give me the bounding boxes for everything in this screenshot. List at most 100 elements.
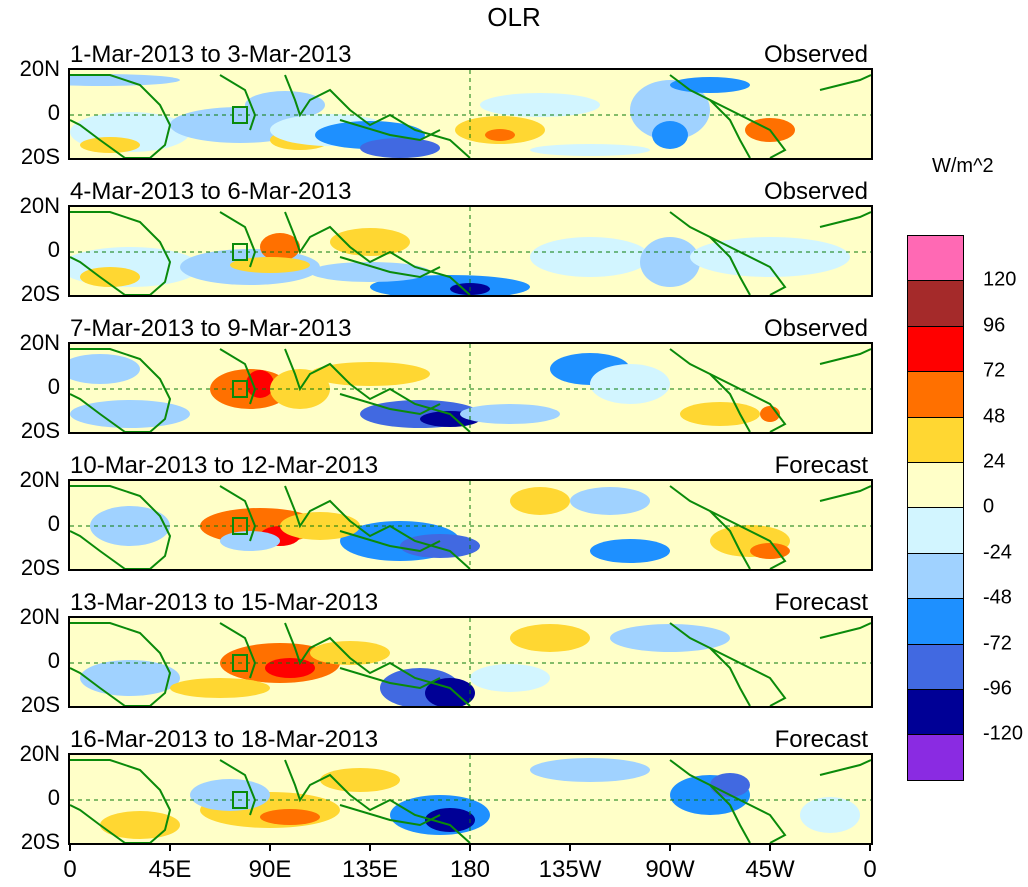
coastline <box>669 348 787 432</box>
panel-date-range: 7-Mar-2013 to 9-Mar-2013 <box>70 315 352 342</box>
coastline <box>284 74 471 158</box>
panel-type-label: Forecast <box>774 452 868 479</box>
coastline <box>284 348 471 432</box>
coastline <box>819 485 871 502</box>
map-panel <box>68 205 873 297</box>
region-box <box>232 654 248 672</box>
anomaly-contour <box>245 91 325 119</box>
longitude-tick-mark <box>769 843 771 851</box>
coastline <box>219 74 257 131</box>
longitude-tick-label: 135W <box>538 856 602 883</box>
olr-anomaly-map <box>70 618 871 706</box>
longitude-tick-mark <box>69 843 71 851</box>
panel-date-range: 13-Mar-2013 to 15-Mar-2013 <box>70 589 379 616</box>
anomaly-contour <box>480 93 600 117</box>
colorbar-label: -24 <box>983 541 1012 564</box>
coastline <box>70 74 172 158</box>
panel-type-label: Forecast <box>774 589 868 616</box>
colorbar-label: -48 <box>983 586 1012 609</box>
latitude-tick-label: 20N <box>19 330 60 355</box>
anomaly-contour <box>230 257 310 273</box>
latitude-tick-label: 0 <box>47 785 60 810</box>
colorbar-swatch <box>907 508 964 554</box>
anomaly-contour <box>70 354 140 384</box>
colorbar-label: 48 <box>983 405 1006 428</box>
colorbar-swatch <box>907 462 964 509</box>
colorbar-label: 120 <box>983 268 1017 291</box>
longitude-tick-label: 90E <box>248 856 292 883</box>
region-box <box>232 106 248 124</box>
map-panel <box>68 479 873 571</box>
longitude-tick-mark <box>869 843 871 851</box>
coastline <box>219 485 257 542</box>
anomaly-contour <box>80 137 140 153</box>
anomaly-contour <box>680 402 760 426</box>
panel-type-label: Observed <box>763 41 868 68</box>
latitude-tick-label: 0 <box>47 648 60 673</box>
coastline <box>339 804 441 827</box>
panel-date-range: 4-Mar-2013 to 6-Mar-2013 <box>70 178 352 205</box>
panel-type-label: Observed <box>763 315 868 342</box>
coastline <box>819 74 871 91</box>
anomaly-contour <box>265 658 315 678</box>
longitude-tick-mark <box>569 843 571 851</box>
coastline <box>339 667 441 690</box>
coastline <box>709 236 751 295</box>
longitude-tick-mark <box>269 843 271 851</box>
coastline <box>70 211 172 295</box>
anomaly-contour <box>590 364 670 404</box>
longitude-tick-label: 45E <box>148 856 192 883</box>
coastline <box>339 256 441 279</box>
chart-title: OLR <box>487 2 541 32</box>
latitude-tick-label: 20S <box>20 555 60 580</box>
anomaly-contour <box>640 237 700 287</box>
anomaly-contour <box>260 809 320 825</box>
anomaly-contour <box>330 228 410 256</box>
coastline <box>709 373 751 432</box>
coastline <box>669 485 787 569</box>
anomaly-contour <box>710 773 750 797</box>
longitude-tick-label: 135E <box>341 856 399 883</box>
coastline <box>284 485 471 569</box>
olr-anomaly-map <box>70 481 871 569</box>
longitude-tick-label: 45W <box>745 856 795 883</box>
region-box <box>232 791 248 809</box>
anomaly-contour <box>80 660 180 696</box>
coastline <box>669 622 787 706</box>
coastline <box>70 622 172 706</box>
anomaly-contour <box>652 121 688 149</box>
latitude-tick-label: 20S <box>20 829 60 854</box>
anomaly-contour <box>630 80 710 140</box>
coastline <box>709 99 751 158</box>
latitude-tick-label: 20N <box>19 467 60 492</box>
coastline <box>709 510 751 569</box>
anomaly-contour <box>485 129 515 141</box>
coastline <box>339 530 441 553</box>
region-box <box>232 243 248 261</box>
longitude-tick-label: 90W <box>645 856 695 883</box>
colorbar-swatch <box>907 235 964 282</box>
coastline <box>219 622 257 679</box>
coastline <box>70 348 172 432</box>
map-panel <box>68 68 873 160</box>
colorbar-swatch <box>907 281 964 327</box>
anomaly-contour <box>470 664 550 692</box>
colorbar-swatch <box>907 689 964 736</box>
coastline <box>70 759 172 843</box>
anomaly-contour <box>570 487 650 515</box>
longitude-tick-mark <box>369 843 371 851</box>
anomaly-contour <box>370 275 530 295</box>
anomaly-contour <box>530 758 650 782</box>
anomaly-contour <box>360 138 440 158</box>
anomaly-contour <box>510 487 570 515</box>
region-box <box>232 517 248 535</box>
panel-date-range: 10-Mar-2013 to 12-Mar-2013 <box>70 452 379 479</box>
olr-anomaly-map <box>70 70 871 158</box>
latitude-tick-label: 20S <box>20 144 60 169</box>
anomaly-contour <box>70 400 190 428</box>
anomaly-contour <box>80 267 140 287</box>
coastline <box>819 759 871 776</box>
anomaly-contour <box>510 624 590 652</box>
latitude-tick-label: 0 <box>47 374 60 399</box>
colorbar-label: -72 <box>983 632 1012 655</box>
